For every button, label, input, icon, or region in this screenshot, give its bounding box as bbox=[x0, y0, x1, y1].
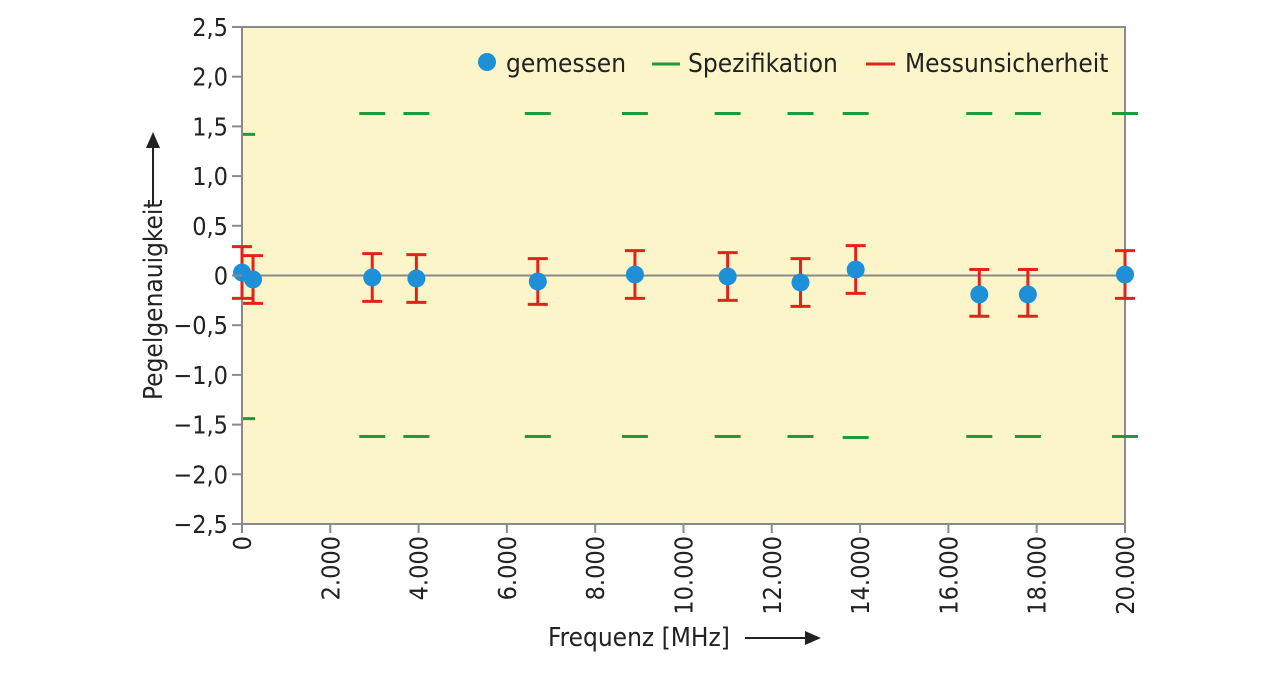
y-tick-label: −1,0 bbox=[173, 361, 228, 390]
y-tick-label: 0 bbox=[214, 262, 228, 291]
y-tick-label: −2,0 bbox=[173, 460, 228, 489]
y-axis-label: Pegelgenauigkeit bbox=[139, 199, 169, 400]
y-axis-label-group: Pegelgenauigkeit bbox=[139, 199, 169, 400]
x-tick-label: 12.000 bbox=[758, 536, 787, 615]
y-tick-label: 0,5 bbox=[192, 212, 228, 241]
data-point bbox=[791, 273, 810, 292]
data-point bbox=[625, 265, 644, 284]
y-axis-arrow-head bbox=[146, 132, 160, 148]
y-tick-label: 2,0 bbox=[192, 63, 228, 92]
legend-dot-gemessen bbox=[478, 53, 496, 71]
x-tick-label: 16.000 bbox=[934, 536, 963, 615]
x-tick-label: 0 bbox=[228, 536, 257, 550]
y-tick-label: −1,5 bbox=[173, 411, 228, 440]
data-point bbox=[244, 270, 263, 289]
data-point bbox=[970, 285, 989, 304]
legend-label-messunsicherheit: Messunsicherheit bbox=[905, 49, 1108, 79]
y-tick-label: 2,5 bbox=[192, 13, 228, 42]
y-tick-label: −0,5 bbox=[173, 311, 228, 340]
data-point bbox=[528, 272, 547, 291]
data-point bbox=[407, 269, 426, 288]
y-tick-label: −2,5 bbox=[173, 510, 228, 539]
x-tick-label: 4.000 bbox=[405, 536, 434, 600]
data-point bbox=[363, 268, 382, 287]
data-point bbox=[718, 267, 737, 286]
x-tick-label: 14.000 bbox=[846, 536, 875, 615]
y-tick-label: 1,5 bbox=[192, 112, 228, 141]
x-tick-label: 18.000 bbox=[1023, 536, 1052, 615]
x-axis-arrow-head bbox=[805, 631, 821, 645]
legend-label-spezifikation: Spezifikation bbox=[688, 49, 838, 79]
x-tick-label: 2.000 bbox=[316, 536, 345, 600]
x-axis-label: Frequenz [MHz] bbox=[548, 623, 730, 653]
data-point bbox=[846, 260, 865, 279]
legend-label-gemessen: gemessen bbox=[506, 49, 626, 79]
x-tick-label: 6.000 bbox=[493, 536, 522, 600]
x-tick-label: 10.000 bbox=[670, 536, 699, 615]
x-tick-label: 20.000 bbox=[1111, 536, 1140, 615]
legend: gemessen Spezifikation Messunsicherheit bbox=[478, 49, 1108, 79]
x-tick-label: 8.000 bbox=[581, 536, 610, 600]
y-tick-label: 1,0 bbox=[192, 162, 228, 191]
data-point bbox=[1116, 265, 1134, 284]
data-point bbox=[1018, 285, 1037, 304]
